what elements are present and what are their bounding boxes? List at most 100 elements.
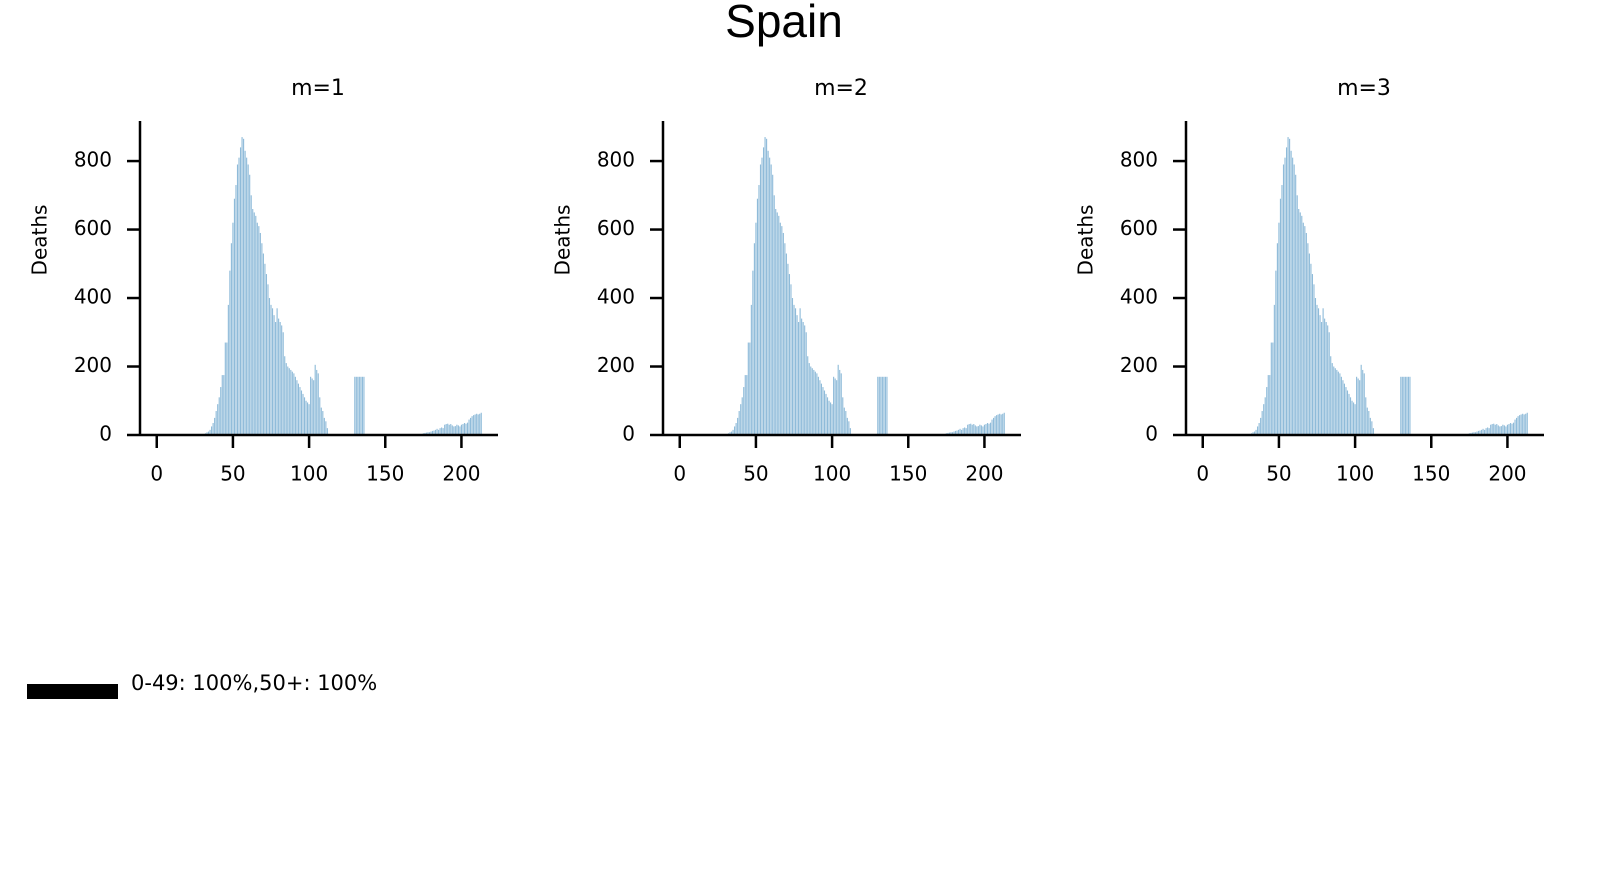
bar	[1334, 368, 1336, 435]
bar	[319, 397, 321, 435]
bar	[477, 414, 479, 435]
bar	[320, 407, 322, 435]
bar	[287, 366, 289, 435]
x-tick-label: 50	[220, 462, 245, 486]
bar	[840, 373, 842, 435]
bar	[1310, 263, 1312, 435]
bar	[1298, 209, 1300, 435]
bar	[846, 417, 848, 435]
bar	[1349, 397, 1352, 435]
bar	[1339, 373, 1341, 435]
bar	[825, 393, 827, 435]
bar	[1285, 147, 1288, 436]
bar	[1278, 222, 1280, 435]
bar	[279, 322, 281, 435]
bar	[1400, 376, 1402, 435]
bar	[218, 397, 220, 435]
bar	[436, 428, 438, 435]
bar	[474, 414, 476, 435]
bar	[1526, 412, 1528, 435]
bar	[782, 232, 784, 435]
bar	[880, 376, 882, 435]
bar	[1328, 332, 1330, 435]
bar	[755, 222, 757, 435]
bar	[288, 368, 290, 435]
bar	[985, 424, 987, 435]
bar	[808, 363, 810, 435]
bar	[211, 426, 213, 435]
bar	[772, 174, 774, 436]
bar	[303, 397, 306, 435]
bar	[762, 147, 765, 436]
bar	[259, 232, 261, 435]
bar	[284, 356, 286, 435]
bar	[1520, 414, 1522, 435]
bar	[1403, 376, 1405, 435]
bar	[247, 164, 249, 435]
bar	[1506, 424, 1509, 435]
bar	[1281, 185, 1283, 435]
bar	[787, 263, 789, 435]
bar	[735, 423, 737, 435]
bar	[781, 226, 783, 435]
bar	[1363, 373, 1365, 435]
bar	[1336, 369, 1338, 435]
bar	[954, 430, 957, 435]
bar	[227, 304, 229, 435]
bar	[1497, 425, 1499, 435]
bar	[804, 325, 806, 435]
bar	[798, 322, 800, 435]
bar	[473, 415, 475, 435]
legend-swatch	[27, 684, 118, 699]
bar	[1307, 243, 1309, 435]
legend-label: 0-49: 100%,50+: 100%	[131, 671, 377, 695]
bar	[979, 424, 981, 435]
bar	[460, 424, 463, 435]
bar	[1003, 412, 1005, 435]
bar	[480, 412, 482, 435]
bar	[740, 404, 742, 435]
bar	[1351, 400, 1353, 435]
x-tick-label: 50	[1266, 462, 1291, 486]
bar	[986, 423, 989, 435]
bar	[1354, 404, 1356, 435]
bar	[950, 432, 952, 435]
x-tick-label: 150	[889, 462, 927, 486]
bar	[262, 253, 264, 435]
bar	[1516, 417, 1518, 435]
y-tick-label: 400	[74, 285, 112, 309]
bar	[843, 407, 845, 435]
bar	[1292, 157, 1294, 435]
y-axis-label: Deaths	[551, 205, 575, 276]
bar	[1353, 402, 1355, 435]
bar	[447, 423, 449, 435]
bar	[1365, 397, 1367, 435]
bar	[232, 222, 234, 435]
bar	[1487, 427, 1489, 435]
x-tick-label: 100	[813, 462, 851, 486]
bar	[238, 157, 240, 435]
bar	[206, 432, 208, 435]
bar	[255, 215, 257, 435]
bar	[849, 428, 851, 435]
bar	[326, 428, 328, 435]
bar	[1263, 404, 1265, 435]
bar	[1296, 195, 1298, 435]
y-tick-label: 800	[1120, 148, 1158, 172]
bar	[310, 376, 312, 435]
bar	[1493, 423, 1495, 435]
bar	[430, 431, 432, 435]
bar	[1346, 390, 1349, 435]
bar	[1302, 222, 1304, 435]
bar	[1362, 369, 1364, 435]
y-tick-label: 800	[597, 148, 635, 172]
bar	[1406, 376, 1408, 435]
bar	[1500, 426, 1502, 435]
bar	[290, 369, 292, 435]
bar	[730, 431, 733, 435]
bar	[1523, 414, 1525, 435]
bar	[276, 308, 278, 435]
bar	[1266, 387, 1268, 435]
bar	[833, 376, 835, 435]
bar	[965, 428, 967, 435]
